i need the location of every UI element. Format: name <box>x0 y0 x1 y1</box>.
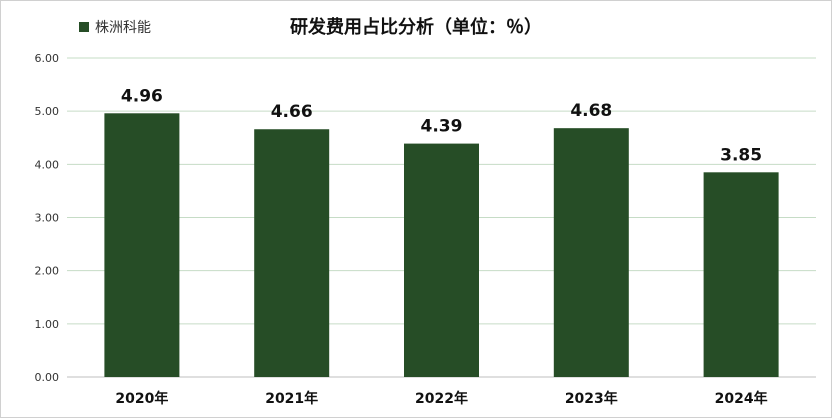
bar <box>404 143 479 377</box>
x-tick-label: 2021年 <box>265 390 318 407</box>
x-tick-label: 2023年 <box>565 390 618 407</box>
bar <box>104 113 180 377</box>
legend-label: 株洲科能 <box>95 20 151 36</box>
y-tick-label: 3.00 <box>35 212 60 225</box>
data-label: 4.68 <box>570 101 612 121</box>
y-tick-label: 2.00 <box>35 265 60 278</box>
bar <box>703 172 779 377</box>
data-label: 4.96 <box>121 86 163 106</box>
x-tick-label: 2020年 <box>115 390 168 407</box>
y-tick-label: 5.00 <box>35 105 60 118</box>
data-label: 3.85 <box>720 145 762 165</box>
bar <box>553 128 629 377</box>
legend-swatch <box>79 22 89 32</box>
data-label: 4.39 <box>421 117 463 137</box>
x-tick-label: 2022年 <box>415 390 468 407</box>
data-label: 4.66 <box>271 102 313 122</box>
y-tick-label: 0.00 <box>35 371 60 384</box>
y-tick-label: 1.00 <box>35 318 60 331</box>
y-tick-label: 6.00 <box>35 52 60 65</box>
x-tick-label: 2024年 <box>715 390 768 407</box>
y-tick-label: 4.00 <box>35 158 60 171</box>
chart-title: 研发费用占比分析（单位：％） <box>290 17 542 38</box>
bar <box>254 129 330 377</box>
legend: 株洲科能 <box>79 17 151 37</box>
